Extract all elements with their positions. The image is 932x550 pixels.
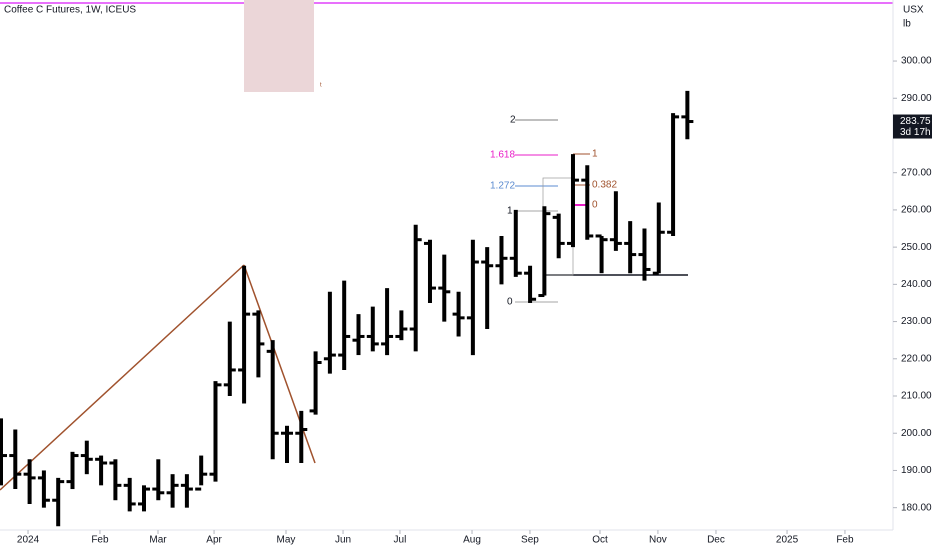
y-tick-label: 260.00 [901,205,932,216]
trend-line [0,264,245,491]
price-label-box [893,114,932,139]
y-tick-label: 240.00 [901,279,932,290]
y-tick-label: 200.00 [901,428,932,439]
unit-label: USX [903,5,924,16]
x-tick-label: Feb [836,535,854,546]
y-tick-label: 190.00 [901,465,932,476]
x-tick-label: Mar [149,535,167,546]
x-tick-label: Oct [592,535,608,546]
y-tick-label: 250.00 [901,242,932,253]
annotation: t [320,83,322,89]
y-tick-label: 300.00 [901,56,932,67]
y-tick-label: 210.00 [901,391,932,402]
annotation: 0.382 [592,180,617,191]
y-tick-label: 220.00 [901,353,932,364]
y-tick-label: 270.00 [901,167,932,178]
price-label: 283.75 [900,116,931,127]
x-tick-label: Aug [463,535,481,546]
x-tick-label: Dec [707,535,725,546]
annotation: 0 [507,297,513,308]
shaded-zone [244,0,314,92]
y-tick-label: 230.00 [901,316,932,327]
x-tick-label: May [277,535,296,546]
unit-label: lb [903,19,911,30]
x-tick-label: Sep [521,535,539,546]
x-tick-label: Nov [649,535,667,546]
x-tick-label: Jul [394,535,407,546]
x-tick-label: Apr [206,535,222,546]
annotation: 1 [592,149,598,160]
annotation: 1.272 [490,181,515,192]
annotation: 1 [507,206,513,217]
y-tick-label: 290.00 [901,93,932,104]
countdown-label: 3d 17h [900,127,931,138]
annotation: 0 [592,200,598,211]
annotation: 1.618 [490,150,515,161]
x-tick-label: 2024 [17,535,40,546]
x-tick-label: Jun [335,535,351,546]
x-tick-label: Feb [91,535,109,546]
chart-title: Coffee C Futures, 1W, ICEUS [4,5,136,16]
x-tick-label: 2025 [776,535,799,546]
y-tick-label: 180.00 [901,502,932,513]
annotation: 2 [510,115,516,126]
